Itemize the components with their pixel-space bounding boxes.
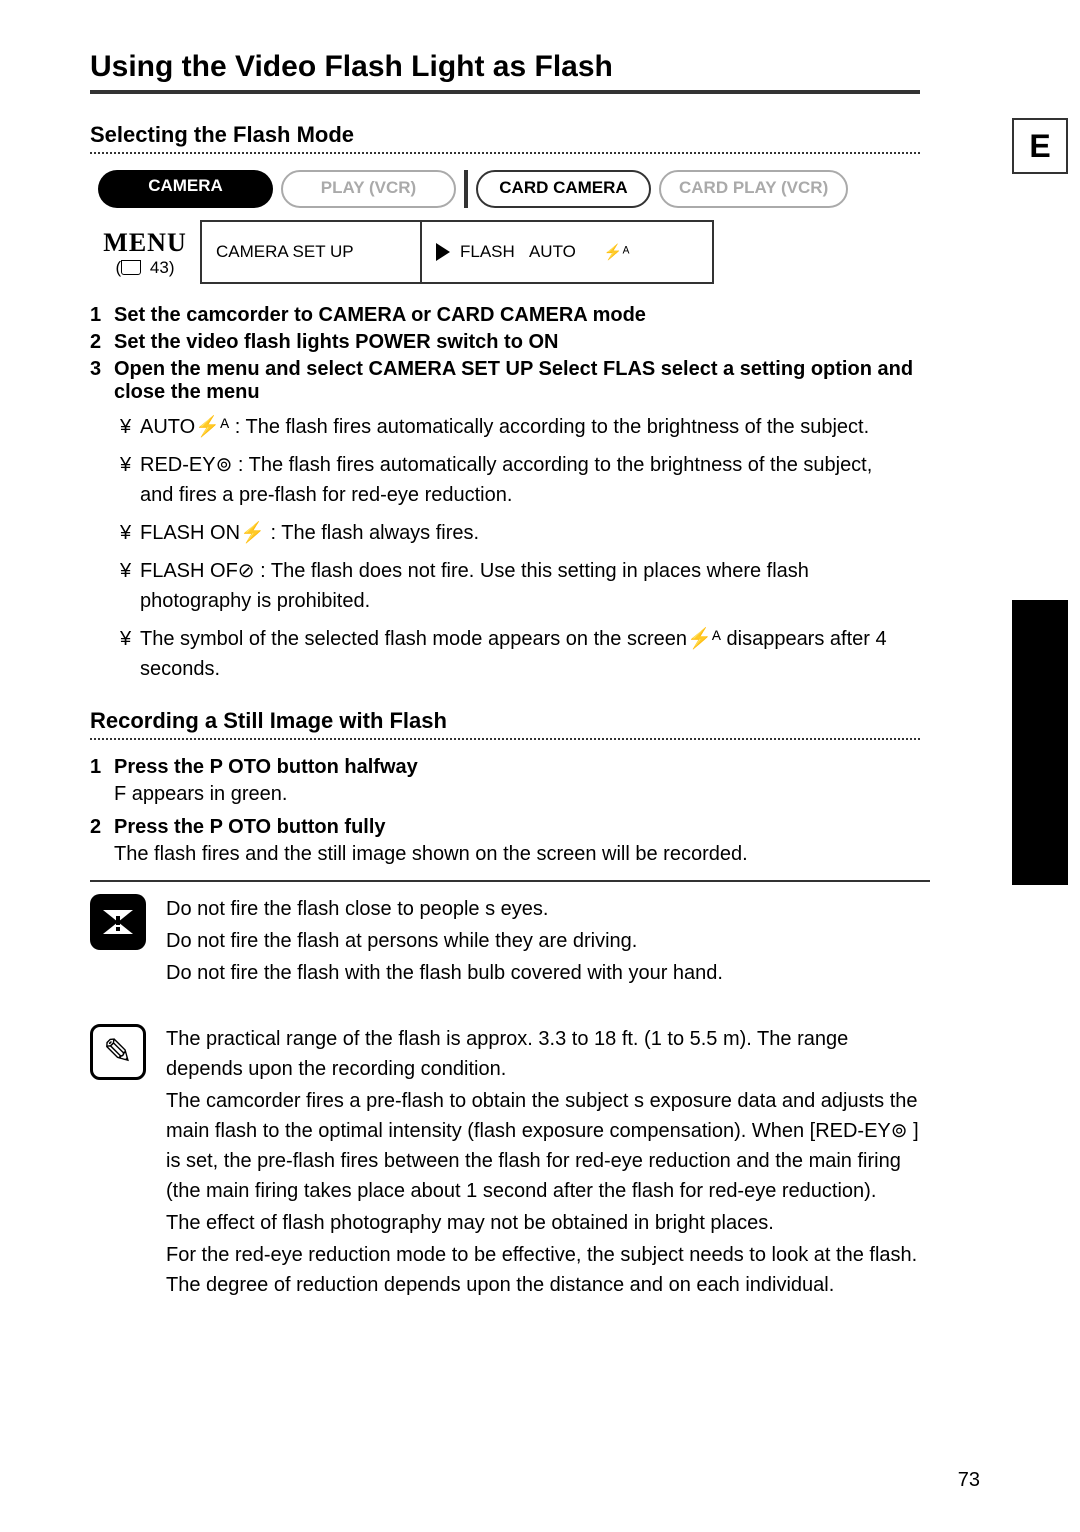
bullet-red-eye: ¥ RED-EY⊚ : The flash fires automaticall… <box>120 450 910 510</box>
steps-list-1: 1 Set the camcorder to CAMERA or CARD CA… <box>90 304 1020 404</box>
menu-label: MENU <box>90 228 200 258</box>
mode-divider <box>464 170 468 208</box>
section-flash-mode-title: Selecting the Flash Mode <box>90 122 920 154</box>
step2-1-sub: F appears in green. <box>114 783 1020 806</box>
step-2: 2 Set the video flash lights POWER switc… <box>90 331 920 354</box>
warning-block: Do not fire the flash close to people s … <box>90 880 930 990</box>
menu-cell-flash-auto: FLASH AUTO ⚡ᴬ <box>422 222 712 282</box>
step-1: 1 Set the camcorder to CAMERA or CARD CA… <box>90 304 920 327</box>
menu-cell-camera-setup: CAMERA SET UP <box>202 222 422 282</box>
menu-path-row: MENU ( 43) CAMERA SET UP FLASH AUTO ⚡ᴬ <box>90 220 1020 284</box>
flash-auto-icon: ⚡ᴬ <box>604 243 629 261</box>
bullet-auto: ¥ AUTO⚡ᴬ : The flash fires automatically… <box>120 412 910 442</box>
steps-list-2: 1 Press the P OTO button halfway F appea… <box>90 756 1020 866</box>
mode-play-vcr: PLAY (VCR) <box>281 170 456 208</box>
mode-card-play-vcr: CARD PLAY (VCR) <box>659 170 848 208</box>
note-text: The practical range of the flash is appr… <box>166 1024 930 1302</box>
side-tab-label: Using the Full Range of Features <box>1047 624 1064 924</box>
step2-2: 2 Press the P OTO button fully <box>90 816 920 839</box>
bullet-flash-on: ¥ FLASH ON⚡ : The flash always fires. <box>120 518 910 548</box>
step-3: 3 Open the menu and select CAMERA SET UP… <box>90 358 920 404</box>
mode-card-camera: CARD CAMERA <box>476 170 651 208</box>
flash-mode-bullets: ¥ AUTO⚡ᴬ : The flash fires automatically… <box>120 412 910 684</box>
mode-selector-row: CAMERA PLAY (VCR) CARD CAMERA CARD PLAY … <box>98 170 1020 208</box>
step2-2-sub: The flash fires and the still image show… <box>114 843 1020 866</box>
play-arrow-icon <box>436 243 450 261</box>
menu-page-ref: ( 43) <box>90 258 200 278</box>
language-tab: E <box>1012 118 1068 174</box>
page-title: Using the Video Flash Light as Flash <box>90 50 920 94</box>
mode-camera: CAMERA <box>98 170 273 208</box>
note-icon: ✎ <box>90 1024 146 1080</box>
bullet-flash-off: ¥ FLASH OF⊘ : The flash does not fire. U… <box>120 556 910 616</box>
note-block: ✎ The practical range of the flash is ap… <box>90 1012 930 1302</box>
warning-icon <box>90 894 146 950</box>
book-icon <box>121 258 145 277</box>
menu-path-box: CAMERA SET UP FLASH AUTO ⚡ᴬ <box>200 220 714 284</box>
page-number: 73 <box>958 1469 980 1492</box>
section-recording-title: Recording a Still Image with Flash <box>90 708 920 740</box>
warning-text: Do not fire the flash close to people s … <box>166 894 930 990</box>
bullet-symbol-note: ¥ The symbol of the selected flash mode … <box>120 624 910 684</box>
step2-1: 1 Press the P OTO button halfway <box>90 756 920 779</box>
